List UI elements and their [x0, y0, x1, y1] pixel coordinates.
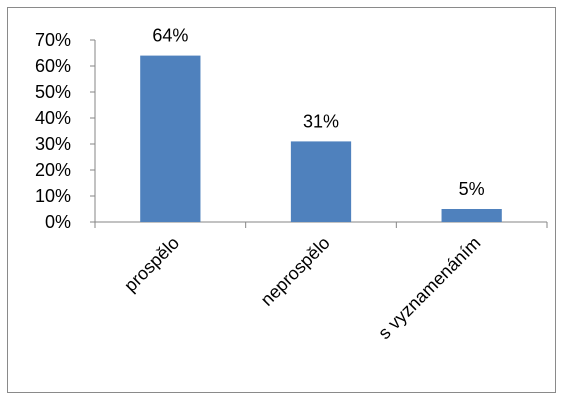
- y-tick-label: 70%: [35, 30, 71, 50]
- bars: [140, 55, 502, 222]
- y-tick-label: 50%: [35, 82, 71, 102]
- y-tick-label: 0%: [45, 212, 71, 232]
- y-tick-label: 20%: [35, 160, 71, 180]
- y-tick-label: 30%: [35, 134, 71, 154]
- category-label-3: s vyznamenáním: [374, 233, 484, 343]
- category-label-2: neprospělo: [257, 233, 334, 310]
- chart-frame: [7, 7, 556, 393]
- y-axis: 0% 10% 20% 30% 40% 50% 60% 70%: [35, 30, 96, 232]
- data-label-1: 64%: [152, 26, 188, 46]
- bar-3: [441, 209, 502, 222]
- data-labels: 64% 31% 5%: [152, 26, 484, 199]
- y-tick-label: 60%: [35, 56, 71, 76]
- y-tick-label: 40%: [35, 108, 71, 128]
- data-label-2: 31%: [303, 111, 339, 131]
- category-label-1: prospělo: [120, 233, 183, 296]
- bar-2: [290, 141, 352, 222]
- bar-1: [140, 55, 201, 222]
- data-label-3: 5%: [459, 179, 485, 199]
- category-labels: prospělo neprospělo s vyznamenáním: [120, 233, 484, 343]
- x-axis: [94, 221, 548, 228]
- y-tick-label: 10%: [35, 186, 71, 206]
